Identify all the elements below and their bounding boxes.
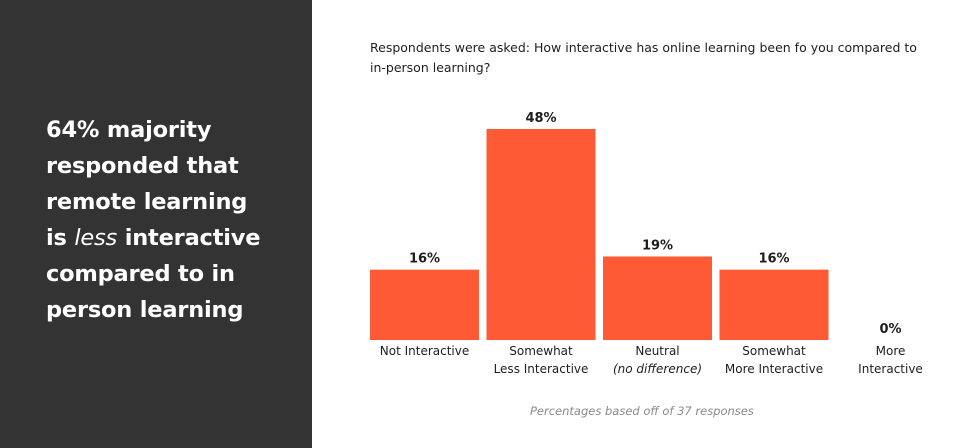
- value-label-5: 0%: [879, 322, 901, 337]
- category-label-4: Somewhat More Interactive: [725, 344, 823, 376]
- survey-question: Respondents were asked: How interactive …: [370, 38, 930, 78]
- bar-3: [603, 256, 712, 340]
- bar-2: [486, 129, 596, 340]
- headline-line-6: person learning: [46, 297, 244, 323]
- category-label-3: Neutral (no difference): [613, 344, 702, 376]
- value-label-3: 19%: [642, 238, 673, 253]
- headline-line-4: is less interactive: [46, 220, 306, 256]
- bar-1: [370, 269, 479, 340]
- category-label-5: More Interactive: [858, 344, 923, 376]
- value-label-1: 16%: [409, 252, 440, 267]
- survey-question-line-1: Respondents were asked: How interactive …: [370, 40, 917, 55]
- headline-emphasis: less: [74, 225, 118, 251]
- value-label-4: 16%: [758, 252, 789, 267]
- survey-question-line-2: in-person learning?: [370, 60, 491, 75]
- value-label-2: 48%: [525, 111, 556, 126]
- headline: 64% majority responded that remote learn…: [46, 112, 306, 328]
- bar-chart: 16% Not Interactive 48% Somewhat Less Intera…: [370, 111, 923, 376]
- headline-line-5: compared to in: [46, 261, 235, 287]
- headline-line-1: 64% majority: [46, 117, 212, 143]
- left-summary-panel: 64% majority responded that remote learn…: [0, 0, 312, 448]
- category-label-2: Somewhat Less Interactive: [494, 344, 589, 376]
- bar-4: [719, 269, 829, 340]
- footnote: Percentages based off of 37 responses: [530, 404, 754, 418]
- headline-line-4-suffix: interactive: [117, 225, 261, 251]
- headline-line-3: remote learning: [46, 189, 248, 215]
- category-label-1: Not Interactive: [380, 344, 469, 358]
- headline-line-2: responded that: [46, 153, 239, 179]
- headline-line-4-prefix: is: [46, 225, 75, 251]
